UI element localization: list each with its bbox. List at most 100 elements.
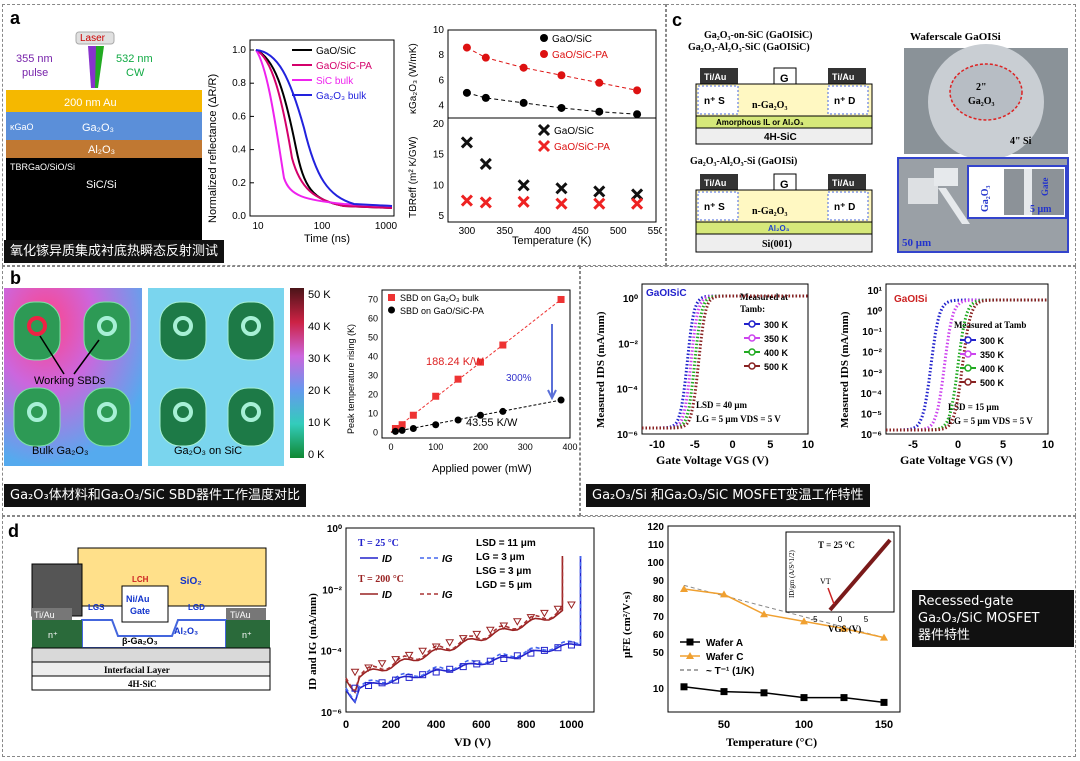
cr-legend-label: 500 K [980,378,1005,388]
iv-xtick: 600 [472,719,490,731]
iv-marker-25 [432,668,440,676]
tbr-ytick: 5 [438,211,444,222]
cr-xtick: -5 [908,439,918,451]
refl-ytick: 1.0 [232,45,246,56]
cr-axes [885,283,1049,435]
inset-curve [828,538,892,612]
sem-pad-1 [908,178,938,204]
d-n-right-label: n⁺ [242,630,252,640]
cr-legend-marker [964,364,972,372]
scale-label: 0 K [308,449,325,461]
cl-ytick: 10⁰ [623,294,638,305]
onsic-map-label: Ga₂O₃ on SiC [174,445,242,457]
inset-xtick: 0 [838,615,843,624]
iv-xtick: 800 [517,719,535,731]
au-label: 200 nm Au [64,97,117,109]
trise-point-bulk [476,358,484,366]
ratio-arrow [547,324,557,401]
d-sic [31,675,271,691]
iv-xtick: 200 [382,719,400,731]
d-lgd: LGD [188,603,205,612]
panel-cm-frame [580,266,1076,516]
trise-fit-bulk [390,299,562,433]
tbr-xlabel: Temperature (K) [512,235,591,247]
slope-bulk: 188.24 K/W [426,356,484,368]
k-point-gaosic [633,110,642,119]
scale-label: 40 K [308,321,331,333]
laser-label: Laser [80,33,106,44]
cr-ytick: 10⁰ [867,307,882,318]
iv-marker-200 [567,601,576,609]
tbr-label: TBRGaO/SiO/Si [10,162,75,172]
bot-tiau-l-label: Ti/Au [704,178,726,188]
refl-xtick: 100 [314,221,331,232]
k-ylabel: κGa₂O₃ (W/mK) [408,43,419,114]
tbr-xtick: 500 [610,226,627,237]
sem-lead [938,188,970,224]
iv-marker-25 [446,665,454,673]
gaoisic-transfer-plot: Measured IDS (mA/mm) Gate Voltage VGS (V… [595,283,814,467]
bot-gate-label: G [780,179,789,191]
cr-curve-4 [886,298,1048,432]
c-top-title-1: Ga₂O₃-on-SiC (GaOISiC) [704,30,813,41]
iv-marker-25 [405,673,413,681]
mu-legend-marker [686,638,694,646]
iv-ig-25 [345,556,582,703]
tbr-point-pa [460,194,473,207]
gaoisi-transfer-plot: Measured IDS (mA/mm) Gate Voltage VGS (V… [839,283,1054,467]
iv-param: LSG = 3 μm [476,566,531,577]
inset-vt-arrow [827,587,835,605]
laser-head [75,31,115,45]
top-tiau-r-label: Ti/Au [832,72,854,82]
tbr-point-pa [517,195,530,208]
bot-nd-label: n⁺ D [834,202,855,213]
top-sic-label: 4H-SiC [764,132,797,143]
top-nd-label: n⁺ D [834,96,855,107]
tbr-legend-label-1: GaO/SiC [554,126,594,137]
k-point-gaosic [557,103,566,112]
sem-inset-img [1004,169,1064,215]
label-355-b: pulse [22,67,48,79]
cr-ytick: 10⁻¹ [862,327,882,338]
cr-title: GaOISi [894,294,928,305]
mu-point-a [720,688,728,696]
trise-ytick: 10 [368,408,378,418]
iv-legend-label: ID [382,590,392,601]
mu-ytick: 80 [653,594,665,605]
panel-label-c: c [672,10,683,30]
trise-ytick: 70 [368,294,378,304]
tbr-point-pa [631,197,644,210]
trise-point-pa [499,407,507,415]
iv-marker-200 [540,609,549,618]
panel-b-frame [2,266,580,516]
thermal-maps: Working SBDs Bulk Ga₂O₃ Ga₂O₃ on SiC 50 … [4,288,331,466]
mu-line-a [683,686,885,704]
sem-inset-gate-label: Gate [1040,178,1050,197]
cr-xtick: 10 [1042,439,1054,451]
al2o3-layer-label: Al₂O₃ [88,144,115,156]
tbr-point-pa [479,196,492,209]
caption-d-line-3: 器件特性 [918,628,971,643]
refl-xtick: 10 [252,221,264,232]
tbr-point-gaosic [460,136,473,149]
iv-t2: T = 200 °C [358,574,404,585]
bulk-rings [27,316,117,422]
tbr-point-pa [593,197,606,210]
arrow-1 [39,335,65,375]
tbr-ytick: 10 [433,180,445,191]
tbr-point-pa [555,197,568,210]
laser-beam-green [95,46,104,88]
iv-id-200 [345,556,564,694]
mu-point-a [760,689,768,697]
iv-ylabel: ID and IG (mA/mm) [307,593,319,690]
iv-xtick: 1000 [559,719,583,731]
mu-legend-marker [686,652,694,659]
bulk-map-label: Bulk Ga₂O₃ [32,445,88,457]
caption-d-line-2: Ga₂O₃/SiC MOSFET [918,611,1040,626]
trise-ytick: 50 [368,332,378,342]
cr-legend-label: 300 K [980,336,1005,346]
cl-legend-label: 300 K [764,320,789,330]
mu-xtick: 50 [718,719,730,731]
trise-fit-pa [390,399,562,433]
trise-point-pa [454,416,462,424]
